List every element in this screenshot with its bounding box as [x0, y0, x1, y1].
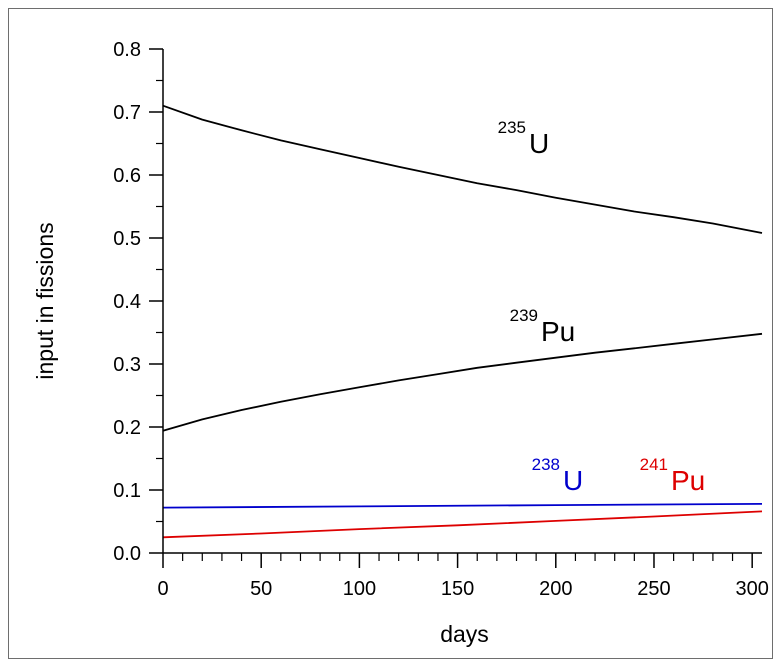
x-axis-title: days — [440, 621, 489, 647]
y-tick-label: 0.3 — [113, 354, 141, 376]
series-label-mass-238u: 238 — [532, 455, 560, 474]
x-tick-label: 300 — [735, 578, 768, 600]
series-line-235u — [162, 104, 763, 234]
series-label-mass-239pu: 239 — [510, 306, 538, 325]
x-tick-label: 100 — [343, 578, 376, 600]
tick-marks — [149, 48, 753, 568]
chart-frame — [8, 8, 773, 659]
x-tick-label: 200 — [539, 578, 572, 600]
series-label-symbol-235u: U — [529, 128, 549, 159]
x-tick-label: 150 — [441, 578, 474, 600]
x-tick-label: 50 — [250, 578, 272, 600]
series-label-symbol-241pu: Pu — [671, 465, 705, 496]
y-axis-title: input in fissions — [32, 222, 58, 379]
y-tick-label: 0.8 — [113, 39, 141, 61]
series-label-symbol-239pu: Pu — [541, 316, 575, 347]
y-tick-label: 0.4 — [113, 291, 141, 313]
y-tick-label: 0.5 — [113, 228, 141, 250]
series-label-mass-241pu: 241 — [640, 455, 668, 474]
series-line-239pu — [162, 332, 763, 432]
series-label-symbol-238u: U — [563, 465, 583, 496]
series-line-238u — [162, 503, 763, 509]
y-tick-label: 0.2 — [113, 417, 141, 439]
y-tick-label: 0.1 — [113, 480, 141, 502]
tick-labels: 0.0 0.1 0.2 0.3 0.4 0.5 0.6 0.7 0.8 0 50 100 150 200 2… — [113, 39, 769, 600]
series-label-mass-235u: 235 — [498, 118, 526, 137]
series-lines — [162, 104, 763, 539]
y-tick-label: 0.0 — [113, 543, 141, 565]
y-tick-label: 0.6 — [113, 165, 141, 187]
y-tick-label: 0.7 — [113, 102, 141, 124]
x-tick-label: 250 — [637, 578, 670, 600]
series-line-241pu — [162, 510, 763, 539]
x-tick-label: 0 — [157, 578, 168, 600]
